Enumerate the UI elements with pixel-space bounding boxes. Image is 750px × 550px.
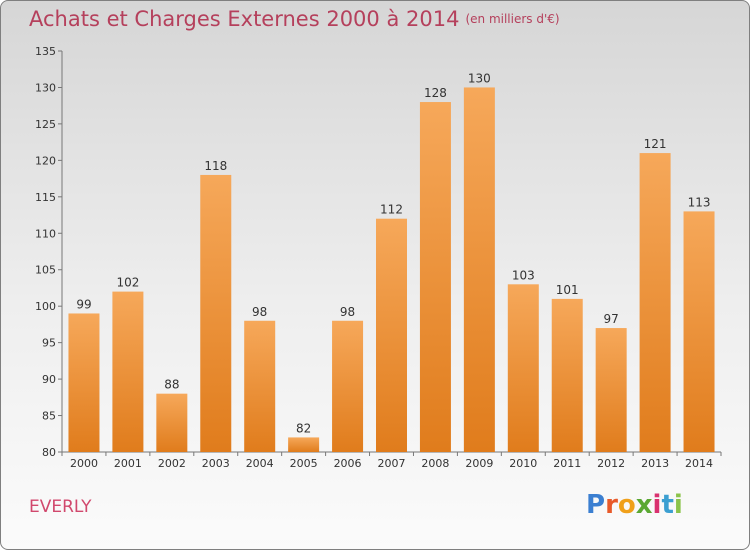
bar — [288, 437, 320, 452]
y-tick-label: 110 — [35, 227, 56, 240]
bar — [200, 174, 232, 453]
bar — [156, 393, 188, 452]
x-tick-label: 2008 — [421, 457, 449, 470]
chart-bars: 99 102 88 118 98 82 98 112 128 130 103 101 97 121 113 — [68, 71, 715, 453]
x-tick-label: 2011 — [553, 457, 581, 470]
bar-value-label: 102 — [116, 276, 139, 290]
bar-value-label: 97 — [604, 312, 619, 326]
x-tick-label: 2003 — [202, 457, 230, 470]
y-tick-label: 85 — [42, 410, 56, 423]
bar — [595, 328, 627, 452]
x-tick-label: 2013 — [641, 457, 669, 470]
bar — [376, 218, 407, 452]
x-tick-label: 2005 — [290, 457, 318, 470]
bar-value-label: 130 — [468, 71, 491, 85]
x-tick-label: 2014 — [685, 457, 713, 470]
logo-letter: i — [652, 490, 662, 520]
bar — [68, 313, 100, 452]
x-tick-label: 2000 — [70, 457, 98, 470]
y-tick-label: 100 — [35, 300, 56, 313]
chart-title-text: Achats et Charges Externes 2000 à 2014 — [29, 7, 460, 31]
bar-value-label: 128 — [424, 86, 447, 100]
bar — [244, 320, 276, 452]
bar — [112, 291, 144, 452]
logo-letter: t — [661, 490, 674, 520]
chart-title: Achats et Charges Externes 2000 à 2014 (e… — [29, 7, 560, 31]
place-name: EVERLY — [29, 497, 92, 517]
logo-letter: i — [673, 490, 683, 520]
y-tick-label: 130 — [35, 81, 56, 94]
bar — [639, 153, 671, 452]
x-tick-label: 2007 — [378, 457, 406, 470]
y-tick-label: 95 — [42, 337, 56, 350]
bar-value-label: 88 — [164, 378, 179, 392]
bar-value-label: 98 — [252, 305, 267, 319]
x-tick-label: 2004 — [246, 457, 274, 470]
bar-value-label: 118 — [204, 159, 227, 173]
logo-letter: r — [605, 490, 618, 520]
bar — [683, 211, 715, 452]
y-tick-label: 105 — [35, 264, 56, 277]
chart-axes: 80 85 90 95 100 105 110 115 120 125 130 135 2000 2001… — [35, 45, 722, 470]
x-tick-label: 2006 — [334, 457, 362, 470]
x-tick-label: 2001 — [114, 457, 142, 470]
bar — [507, 284, 539, 452]
y-tick-label: 90 — [42, 373, 56, 386]
bar — [419, 102, 451, 452]
bar-value-label: 113 — [688, 195, 711, 209]
chart-subtitle: (en milliers d'€) — [465, 12, 560, 26]
bar-value-label: 101 — [556, 283, 579, 297]
bar-value-label: 98 — [340, 305, 355, 319]
bar-value-label: 82 — [296, 421, 311, 435]
logo-letter: P — [586, 490, 606, 520]
bar — [332, 320, 364, 452]
y-tick-label: 115 — [35, 191, 56, 204]
y-tick-label: 135 — [35, 45, 56, 58]
bar — [463, 87, 495, 453]
bar-value-label: 103 — [512, 268, 535, 282]
bar-value-label: 121 — [644, 137, 667, 151]
bar-value-label: 99 — [76, 297, 91, 311]
proxiti-logo: Proxiti — [586, 490, 683, 520]
x-tick-label: 2012 — [597, 457, 625, 470]
logo-letter: x — [635, 490, 653, 520]
y-tick-label: 80 — [42, 446, 56, 459]
x-tick-label: 2010 — [509, 457, 537, 470]
x-tick-label: 2009 — [465, 457, 493, 470]
bar — [551, 298, 583, 452]
y-tick-label: 125 — [35, 118, 56, 131]
bar-value-label: 112 — [380, 203, 403, 217]
x-tick-label: 2002 — [158, 457, 186, 470]
y-tick-label: 120 — [35, 154, 56, 167]
logo-letter: o — [617, 490, 636, 520]
